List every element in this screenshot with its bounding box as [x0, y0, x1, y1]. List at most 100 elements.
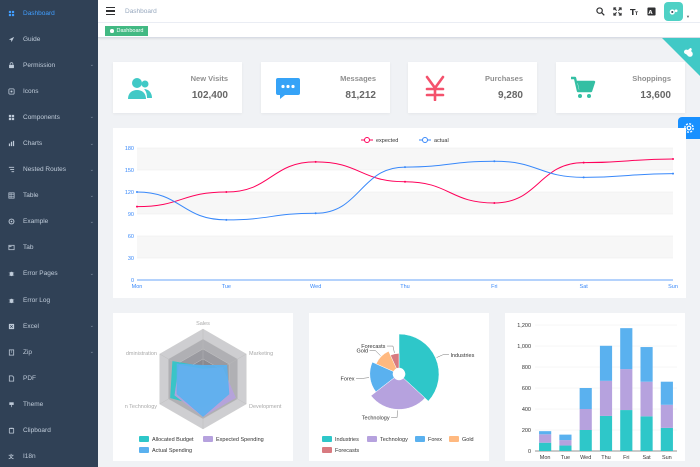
bug-icon	[8, 270, 15, 277]
active-dot-icon	[110, 29, 114, 33]
pie-slice-label: Technology	[362, 415, 390, 421]
gear-icon	[684, 123, 694, 133]
sidebar-item-permission[interactable]: Permission ⌄	[0, 52, 98, 78]
sidebar-item-example[interactable]: Example ⌄	[0, 209, 98, 235]
y-tick-label: 0	[528, 449, 531, 455]
legend-marker[interactable]	[422, 137, 428, 143]
grid-band	[137, 148, 673, 170]
bar-segment-pageC	[620, 328, 633, 370]
chevron-down-icon: ⌄	[89, 140, 94, 147]
bar-segment-pageA	[640, 416, 653, 451]
legend-swatch[interactable]	[203, 436, 213, 442]
x-tick-label: Tue	[561, 455, 570, 461]
x-tick-label: Thu	[400, 284, 409, 290]
legend-swatch[interactable]	[139, 447, 149, 453]
legend-marker[interactable]	[364, 137, 370, 143]
line-chart: 0 30 60 90 120 150 180 Mon Tue Wed Thu Fri Sat Sun exp…	[125, 137, 678, 290]
sidebar-item-icons[interactable]: Icons	[0, 78, 98, 104]
legend-swatch[interactable]	[367, 436, 377, 442]
sidebar-item-error-pages[interactable]: Error Pages ⌄	[0, 261, 98, 287]
shopping-icon	[570, 75, 596, 101]
y-tick-label: 800	[522, 365, 531, 371]
sidebar-item-components[interactable]: Components ⌄	[0, 104, 98, 130]
github-corner-icon[interactable]	[662, 38, 700, 76]
sidebar-item-pdf[interactable]: PDF	[0, 365, 98, 391]
card-shoppings[interactable]: Shoppings 13,600	[556, 62, 685, 113]
language-icon[interactable]: A	[647, 7, 656, 16]
pie-slice-forecasts[interactable]	[390, 353, 400, 369]
sidebar-item-tab[interactable]: Tab	[0, 235, 98, 261]
card-value: 13,600	[640, 90, 671, 101]
theme-icon	[8, 401, 15, 408]
tags-view: Dashboard	[98, 23, 700, 38]
card-title: Messages	[340, 74, 376, 83]
hamburger-icon[interactable]	[106, 7, 115, 15]
pie-slice-forex[interactable]	[369, 361, 395, 393]
card-new-visits[interactable]: New Visits 102,400	[113, 62, 242, 113]
breadcrumb[interactable]: Dashboard	[125, 7, 157, 15]
legend-swatch[interactable]	[322, 447, 332, 453]
legend-swatch[interactable]	[139, 436, 149, 442]
bar-segment-pageA	[599, 415, 613, 451]
sidebar-item-nested-routes[interactable]: Nested Routes ⌄	[0, 157, 98, 183]
sidebar-item-error-log[interactable]: Error Log	[0, 287, 98, 313]
sidebar-item-label: Theme	[23, 400, 44, 408]
sidebar-item-i18n[interactable]: 文 I18n	[0, 444, 98, 467]
bar-segment-pageB	[640, 381, 653, 417]
chevron-down-icon: ⌄	[89, 349, 94, 356]
card-value: 102,400	[191, 90, 228, 101]
bar-segment-pageB	[620, 369, 633, 411]
pie-slice-industries[interactable]	[398, 333, 440, 402]
x-tick-label: Fri	[623, 455, 629, 461]
x-tick-label: Sat	[642, 455, 651, 461]
sidebar-item-guide[interactable]: Guide	[0, 26, 98, 52]
tag-dashboard[interactable]: Dashboard	[105, 26, 149, 36]
radar-chart: Sales Marketing Development n Technology dmi…	[125, 321, 282, 454]
caret-down-icon[interactable]: ▼	[686, 14, 690, 19]
card-title: Purchases	[485, 74, 523, 83]
card-purchases[interactable]: Purchases 9,280	[408, 62, 537, 113]
sidebar-item-dashboard[interactable]: Dashboard	[0, 0, 98, 26]
data-point	[225, 191, 228, 193]
chevron-down-icon: ⌄	[89, 62, 94, 69]
label-line	[436, 354, 449, 358]
bug-icon	[8, 297, 15, 304]
y-tick-label: 0	[131, 278, 134, 284]
legend-swatch[interactable]	[322, 436, 332, 442]
data-point	[493, 160, 496, 163]
guide-icon	[8, 36, 15, 43]
sidebar-item-zip[interactable]: Zip ⌄	[0, 339, 98, 365]
svg-text:A: A	[648, 10, 653, 16]
y-tick-label: 400	[522, 407, 531, 413]
bar-chart: 0 200 400 600 800 1,000 1,200 Mon Tue Wed Thu Fri Sa…	[517, 323, 677, 461]
legend-swatch[interactable]	[449, 436, 459, 442]
radar-indicator-label: Sales	[196, 321, 210, 327]
sidebar-item-theme[interactable]: Theme	[0, 391, 98, 417]
data-point	[136, 205, 138, 208]
legend-swatch[interactable]	[415, 436, 425, 442]
data-point	[314, 160, 317, 163]
sidebar-item-charts[interactable]: Charts ⌄	[0, 130, 98, 156]
label-line	[369, 350, 381, 356]
sidebar-item-excel[interactable]: Excel ⌄	[0, 313, 98, 339]
sidebar-item-table[interactable]: Table ⌄	[0, 183, 98, 209]
pie-slice-technology[interactable]	[370, 377, 426, 410]
chevron-down-icon: ⌄	[89, 192, 94, 199]
bar-chart-panel: 0 200 400 600 800 1,000 1,200 Mon Tue Wed Thu Fri Sa…	[505, 313, 685, 461]
bar-segment-pageA	[539, 442, 552, 451]
fullscreen-icon[interactable]	[613, 7, 622, 16]
bar-segment-pageB	[599, 380, 613, 416]
data-point	[404, 166, 406, 169]
avatar[interactable]	[664, 2, 684, 21]
sidebar-item-clipboard[interactable]: Clipboard	[0, 418, 98, 444]
tab-icon	[8, 244, 15, 251]
x-tick-label: Tue	[222, 284, 231, 290]
sidebar-item-label: Charts	[23, 140, 43, 148]
bar-segment-pageC	[579, 388, 592, 409]
x-tick-label: Thu	[601, 455, 610, 461]
search-icon[interactable]	[596, 7, 605, 16]
card-messages[interactable]: Messages 81,212	[261, 62, 390, 113]
x-tick-label: Fri	[491, 284, 497, 290]
